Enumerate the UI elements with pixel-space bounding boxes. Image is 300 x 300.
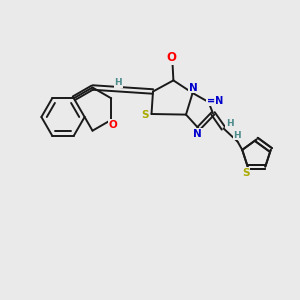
- Text: N: N: [189, 83, 198, 93]
- Text: H: H: [114, 78, 122, 87]
- Text: H: H: [233, 130, 241, 140]
- Text: O: O: [166, 51, 176, 64]
- Text: N: N: [193, 129, 202, 139]
- Text: S: S: [242, 168, 250, 178]
- Text: S: S: [141, 110, 149, 120]
- Text: O: O: [108, 120, 117, 130]
- Text: =N: =N: [207, 95, 223, 106]
- Text: H: H: [226, 118, 233, 127]
